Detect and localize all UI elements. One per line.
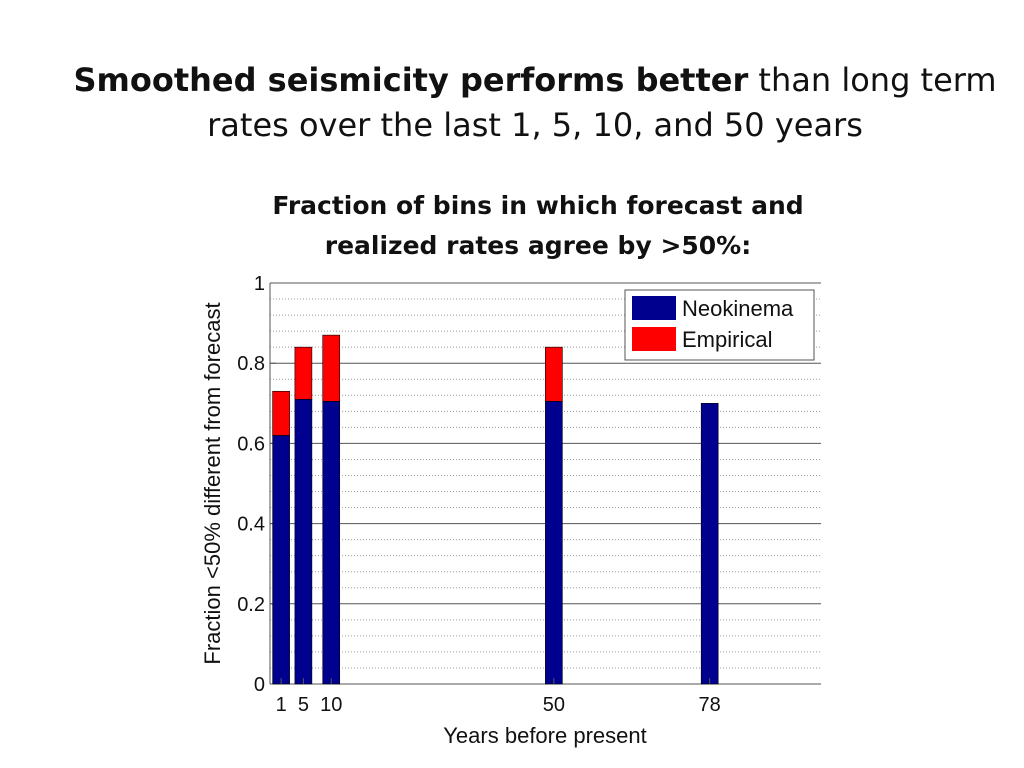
bar-empirical-5	[294, 346, 313, 400]
bar-neokinema-50	[545, 400, 563, 685]
y-tick-label: 0.4	[237, 514, 265, 536]
slide-title-rest: than long term rates over the last 1, 5,…	[207, 61, 997, 144]
y-tick-label: 0.2	[237, 594, 265, 616]
bar-empirical-10	[322, 334, 341, 402]
x-tick-label: 78	[699, 694, 721, 716]
bar-neokinema-10	[322, 400, 341, 685]
legend-label-neokinema: Neokinema	[682, 296, 794, 321]
slide-title-bold: Smoothed seismicity performs better	[73, 61, 749, 99]
bar-empirical-50	[545, 346, 563, 402]
x-tick-label: 1	[276, 694, 287, 716]
slide-title: Smoothed seismicity performs better than…	[60, 58, 1010, 148]
bar-neokinema-1	[272, 435, 290, 685]
y-tick-label: 0.8	[237, 353, 265, 375]
bar-neokinema-78	[700, 402, 719, 685]
x-axis-label: Years before present	[443, 723, 646, 748]
x-tick-label: 5	[298, 694, 309, 716]
y-tick-label: 0.6	[237, 433, 265, 455]
bar-neokinema-5	[294, 398, 313, 685]
y-tick-label: 0	[254, 674, 265, 696]
x-tick-label: 10	[320, 694, 342, 716]
legend-label-empirical: Empirical	[682, 327, 772, 352]
bar-empirical-1	[272, 390, 290, 436]
chart-heading: Fraction of bins in which forecast and r…	[272, 191, 804, 260]
legend-swatch-neokinema	[632, 296, 676, 320]
y-tick-label: 1	[254, 273, 265, 295]
x-tick-label: 50	[543, 694, 565, 716]
legend-swatch-empirical	[632, 327, 676, 351]
y-axis-label: Fraction <50% different from forecast	[200, 302, 225, 664]
